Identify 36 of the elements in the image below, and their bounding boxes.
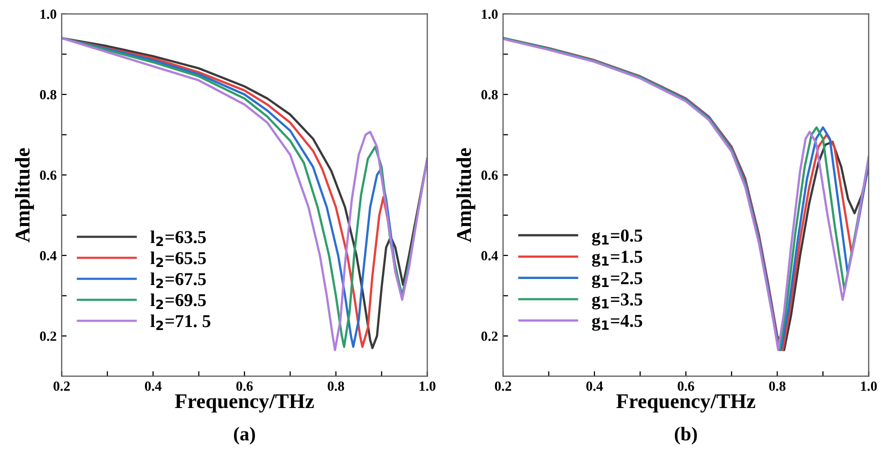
legend-label: l$_{2}$=67.5	[150, 272, 206, 288]
x-axis-title: Frequency/THz	[616, 394, 756, 413]
y-tick-label: 1.0	[482, 10, 498, 19]
x-tick-label: 1.0	[420, 381, 436, 391]
x-tick-label: 0.8	[769, 381, 786, 391]
x-tick-label: 0.2	[494, 381, 512, 391]
y-axis-title: Amplitude	[456, 148, 476, 242]
y-tick-label: 0.6	[481, 170, 498, 180]
y-tick-label: 0.4	[40, 251, 57, 260]
legend-label: g$_{1}$=3.5	[592, 293, 642, 310]
y-tick-label: 0.8	[40, 90, 56, 100]
legend-label: l$_{2}$=69.5	[150, 293, 206, 309]
y-tick-label: 0.8	[481, 90, 498, 100]
x-tick-label: 0.4	[144, 381, 162, 391]
y-tick-label: 0.4	[481, 251, 498, 260]
legend-label: l$_{2}$=63.5	[150, 230, 206, 246]
y-tick-label: 0.2	[481, 332, 498, 341]
legend-label: g$_{1}$=2.5	[592, 272, 642, 288]
legend-label: g$_{1}$=0.5	[592, 230, 642, 246]
x-tick-label: 0.6	[236, 381, 253, 391]
x-axis-title: Frequency/THz	[175, 394, 314, 413]
y-tick-label: 0.2	[40, 332, 56, 341]
y-tick-label: 0.6	[40, 170, 56, 180]
x-tick-label: 0.6	[678, 381, 694, 391]
text: (a)	[234, 426, 255, 444]
legend-label: g$_{1}$=1.5	[592, 250, 642, 267]
x-tick-label: 1.0	[861, 381, 877, 391]
y-axis-title: Amplitude	[15, 148, 34, 242]
x-tick-label: 0.8	[328, 381, 344, 391]
x-tick-label: 0.2	[54, 381, 70, 391]
legend-label: l$_{2}$=65.5	[150, 251, 206, 267]
y-tick-label: 1.0	[40, 10, 56, 19]
text: (b)	[674, 426, 697, 444]
legend-label: g$_{1}$=4.5	[592, 314, 642, 331]
x-tick-label: 0.4	[586, 381, 603, 391]
legend-label: l$_{2}$=71. 5	[150, 314, 210, 330]
